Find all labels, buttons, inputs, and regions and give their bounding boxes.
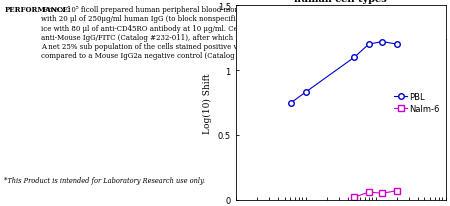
Legend: PBL, Nalm-6: PBL, Nalm-6 <box>393 91 441 115</box>
PBL <box>366 44 371 46</box>
Nalm-6 <box>366 191 371 193</box>
Nalm-6 <box>394 190 399 192</box>
Text: *This Product is intended for Laboratory Research use only.: *This Product is intended for Laboratory… <box>4 176 206 184</box>
Nalm-6 <box>352 196 357 198</box>
PBL <box>352 57 357 59</box>
Text: PERFORMANCE:: PERFORMANCE: <box>4 6 71 14</box>
Title: Binding of anti-CD45RO antibody to
human cell types: Binding of anti-CD45RO antibody to human… <box>242 0 439 4</box>
Line: Nalm-6: Nalm-6 <box>352 188 400 200</box>
Y-axis label: Log(10) Shift: Log(10) Shift <box>203 73 212 133</box>
Text: Five x 10⁵ ficoll prepared human peripheral blood mononuclear cells were washed : Five x 10⁵ ficoll prepared human periphe… <box>41 6 448 60</box>
Line: PBL: PBL <box>288 40 400 106</box>
PBL <box>288 102 294 104</box>
Nalm-6 <box>380 192 385 195</box>
PBL <box>380 41 385 43</box>
PBL <box>394 44 399 46</box>
PBL <box>303 91 308 94</box>
